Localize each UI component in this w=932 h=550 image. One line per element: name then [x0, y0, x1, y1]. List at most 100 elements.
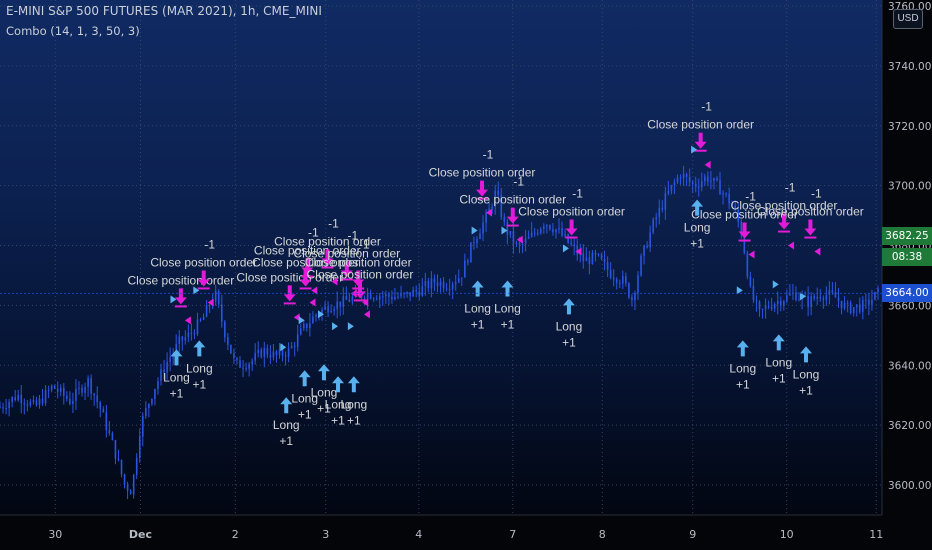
long-entry-marker: Long +1	[273, 343, 300, 448]
candle-body	[111, 433, 114, 441]
candle-body	[868, 299, 870, 305]
close-order-marker: Close position order-1	[459, 175, 566, 244]
candle	[199, 317, 202, 322]
candle-body	[682, 173, 685, 179]
candle-body	[84, 386, 86, 393]
candle	[871, 289, 873, 311]
candle-body	[248, 364, 250, 369]
candle	[470, 242, 472, 263]
long-entry-marker: Long +1	[494, 226, 521, 331]
long-entry-marker: Long +1	[684, 145, 710, 251]
candle	[117, 449, 120, 462]
candle-body	[8, 402, 10, 409]
candle-body	[576, 246, 579, 255]
candle-body	[93, 393, 95, 396]
candle-body	[755, 300, 758, 302]
candle	[515, 240, 518, 248]
candle-body	[521, 243, 524, 245]
candle-body	[831, 290, 834, 293]
indicator-label[interactable]: Combo (14, 1, 3, 50, 3)	[6, 24, 140, 38]
candle	[725, 192, 727, 198]
candle	[837, 287, 840, 308]
candle-body	[625, 276, 627, 284]
currency-badge[interactable]: USD	[893, 9, 923, 29]
candle	[561, 221, 563, 238]
candle-body	[530, 232, 533, 237]
entry-flag	[471, 226, 478, 235]
candle	[245, 362, 247, 372]
candle-body	[509, 230, 512, 235]
long-arrow-icon	[471, 280, 484, 297]
candle-body	[20, 394, 23, 404]
candle	[406, 291, 408, 298]
close-order-qty: -1	[359, 237, 370, 251]
candle	[421, 278, 424, 297]
candle	[685, 172, 688, 186]
candle-body	[409, 292, 411, 297]
candle	[123, 473, 126, 489]
close-order-label: Close position order	[236, 270, 343, 284]
close-order-qty: -1	[308, 225, 319, 239]
candle	[773, 302, 776, 313]
candle	[93, 392, 95, 406]
candle-body	[375, 298, 378, 300]
candle	[227, 333, 229, 351]
entry-flag	[193, 286, 200, 295]
close-order-label: Close position order	[307, 267, 414, 281]
candle	[129, 489, 132, 495]
candle-body	[178, 336, 181, 344]
exit-flag	[293, 313, 300, 322]
long-label: Long	[291, 391, 318, 405]
close-order-marker: Close position order-1	[254, 225, 361, 295]
candle	[53, 384, 56, 390]
candle-body	[524, 238, 527, 244]
candle	[56, 381, 59, 399]
candle	[707, 171, 709, 186]
candle-body	[242, 367, 244, 369]
entry-flag	[170, 295, 177, 304]
candle	[779, 296, 782, 312]
candle	[713, 177, 715, 190]
candle-body	[558, 228, 560, 230]
candle	[719, 171, 721, 195]
entry-flag	[736, 286, 743, 295]
close-arrow-icon	[299, 270, 312, 287]
candle	[141, 412, 144, 447]
candle-body	[603, 259, 606, 262]
candle-body	[369, 293, 372, 299]
candle-body	[333, 309, 335, 311]
candle-body	[770, 307, 773, 309]
candle	[704, 173, 706, 186]
candle	[66, 391, 68, 402]
candle-body	[296, 334, 299, 347]
long-qty: +1	[170, 386, 184, 400]
candle-body	[75, 388, 77, 401]
candle	[819, 288, 822, 302]
close-order-label: Close position order	[150, 255, 257, 269]
y-tick-label: 3700.00	[888, 181, 931, 193]
x-tick-label: 11	[869, 528, 883, 541]
candle	[722, 190, 724, 205]
candle-body	[494, 190, 497, 207]
candle	[105, 404, 108, 438]
candle	[852, 307, 855, 317]
candle-body	[0, 407, 1, 409]
candle-body	[448, 289, 451, 291]
candle	[600, 252, 603, 261]
candle-body	[96, 395, 99, 403]
long-qty: +1	[317, 401, 331, 415]
candle-body	[852, 307, 855, 313]
candle	[464, 253, 466, 278]
candle	[868, 293, 870, 316]
candle	[342, 287, 345, 315]
candle-body	[688, 176, 691, 182]
candle-body	[725, 193, 727, 195]
candle	[783, 299, 785, 311]
candle-body	[2, 407, 4, 409]
candle-body	[400, 293, 402, 297]
exit-flag	[704, 160, 711, 169]
candle-body	[217, 290, 220, 305]
